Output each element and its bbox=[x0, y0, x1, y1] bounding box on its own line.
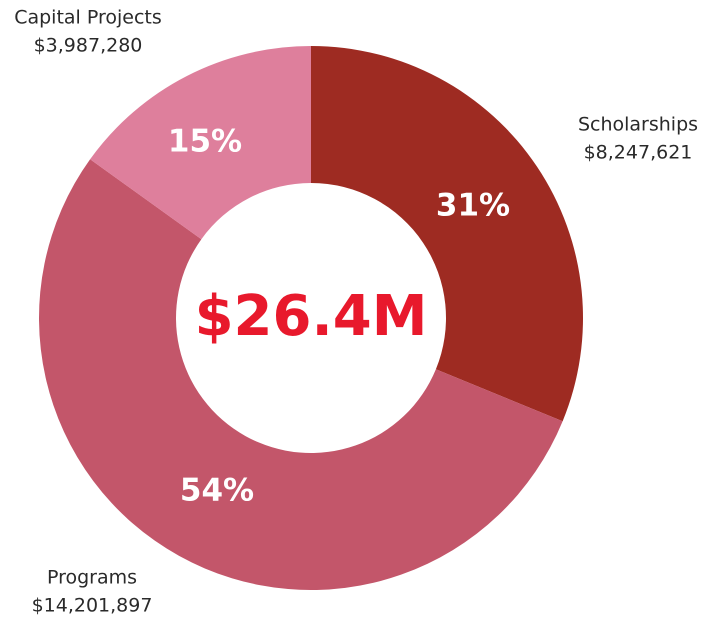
percent-label: 15% bbox=[168, 124, 242, 160]
category-label: Programs bbox=[47, 567, 137, 589]
slice bbox=[39, 159, 563, 590]
percent-label: 54% bbox=[180, 473, 254, 509]
category-label: Scholarships bbox=[578, 114, 698, 136]
category-label: Capital Projects bbox=[14, 7, 162, 29]
value-label: $14,201,897 bbox=[32, 595, 153, 617]
percent-label: 31% bbox=[436, 188, 510, 224]
slice bbox=[311, 46, 583, 422]
slice bbox=[90, 46, 312, 240]
value-label: $8,247,621 bbox=[584, 142, 693, 164]
value-label: $3,987,280 bbox=[34, 35, 143, 57]
total-label: $26.4M bbox=[195, 284, 428, 349]
